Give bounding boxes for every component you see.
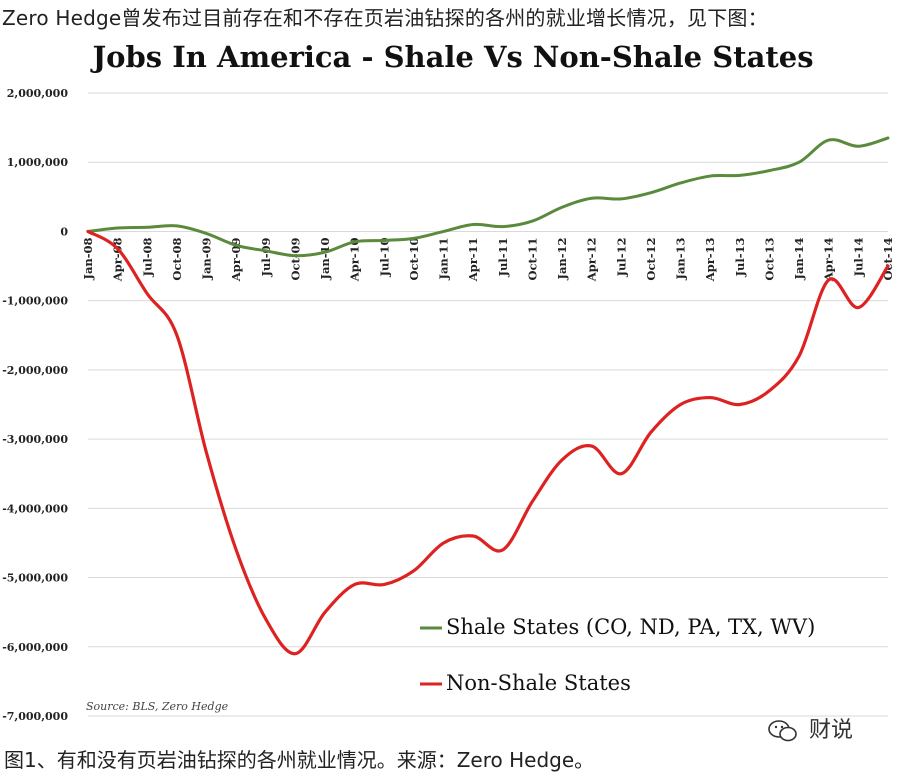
x-tick-label: Jan-14 bbox=[792, 237, 806, 280]
wechat-icon bbox=[768, 720, 797, 742]
x-tick-label: Jan-08 bbox=[81, 237, 95, 280]
x-tick-label: Jan-10 bbox=[318, 237, 332, 280]
watermark: 财说 bbox=[768, 712, 853, 744]
x-tick-label: Jul-14 bbox=[851, 237, 865, 277]
x-tick-label: Jan-11 bbox=[437, 237, 451, 280]
y-tick-label: 1,000,000 bbox=[7, 156, 69, 169]
y-tick-label: 2,000,000 bbox=[7, 87, 69, 100]
x-tick-label: Oct-08 bbox=[170, 237, 184, 280]
x-tick-label: Apr-14 bbox=[822, 237, 836, 282]
x-tick-label: Oct-12 bbox=[644, 237, 658, 280]
y-tick-label: -4,000,000 bbox=[2, 502, 68, 515]
x-tick-label: Jul-11 bbox=[496, 237, 510, 277]
x-tick-label: Apr-10 bbox=[348, 237, 362, 282]
x-tick-label: Oct-13 bbox=[762, 237, 776, 280]
x-tick-label: Jan-12 bbox=[555, 237, 569, 280]
watermark-text: 财说 bbox=[809, 718, 854, 743]
x-tick-label: Apr-11 bbox=[466, 237, 480, 282]
y-tick-label: -2,000,000 bbox=[2, 364, 68, 377]
x-tick-label: Apr-13 bbox=[703, 237, 717, 282]
series-line-shale bbox=[86, 136, 890, 258]
x-tick-label: Jul-10 bbox=[377, 237, 391, 277]
x-tick-label: Oct-10 bbox=[407, 237, 421, 280]
x-tick-label: Oct-11 bbox=[525, 237, 539, 280]
y-tick-label: -6,000,000 bbox=[2, 641, 68, 654]
legend-label: Non-Shale States bbox=[446, 671, 631, 695]
x-tick-label: Jul-13 bbox=[733, 237, 747, 277]
x-tick-label: Jul-08 bbox=[140, 237, 154, 277]
x-tick-label: Apr-09 bbox=[229, 237, 243, 282]
y-tick-label: -1,000,000 bbox=[2, 295, 68, 308]
y-tick-label: -5,000,000 bbox=[2, 572, 68, 585]
legend-label: Shale States (CO, ND, PA, TX, WV) bbox=[446, 615, 815, 639]
x-tick-label: Oct-09 bbox=[288, 237, 302, 280]
caption-bottom: 图1、有和没有页岩油钻探的各州就业情况。来源：Zero Hedge。 bbox=[4, 748, 595, 772]
x-tick-label: Jul-09 bbox=[259, 237, 273, 277]
x-tick-label: Jan-13 bbox=[674, 237, 688, 280]
x-tick-label: Jul-12 bbox=[614, 237, 628, 277]
caption-top: Zero Hedge曾发布过目前存在和不存在页岩油钻探的各州的就业增长情况，见下… bbox=[2, 6, 768, 30]
x-tick-label: Apr-08 bbox=[111, 237, 125, 282]
chart-title: Jobs In America - Shale Vs Non-Shale Sta… bbox=[92, 40, 814, 74]
y-tick-label: 0 bbox=[60, 225, 68, 238]
x-tick-label: Apr-12 bbox=[585, 237, 599, 282]
y-tick-label: -3,000,000 bbox=[2, 433, 68, 446]
y-tick-label: -7,000,000 bbox=[2, 710, 68, 723]
source-note: Source: BLS, Zero Hedge bbox=[86, 700, 229, 713]
x-tick-label: Jan-09 bbox=[200, 237, 214, 280]
series-line-non-shale bbox=[86, 229, 890, 656]
